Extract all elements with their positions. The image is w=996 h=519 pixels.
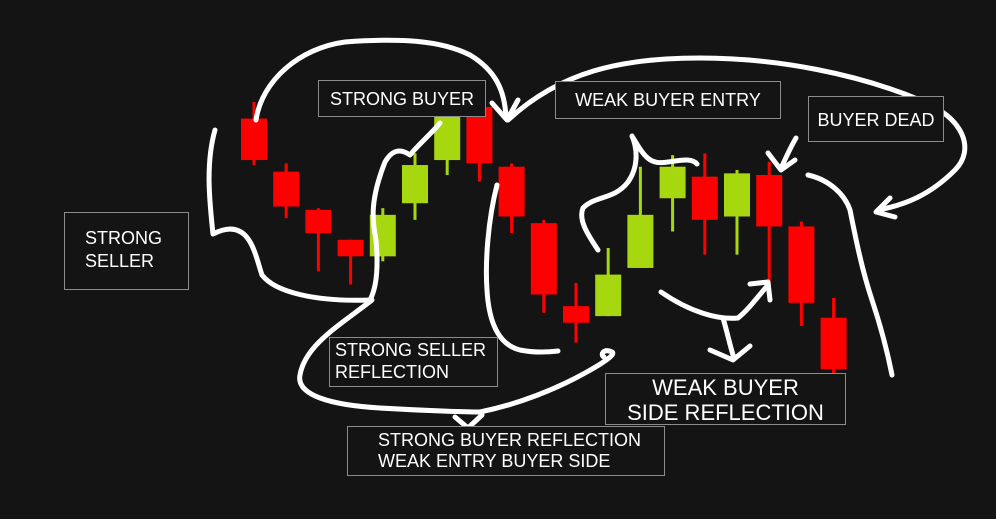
candle-body-11 <box>563 306 589 323</box>
candle-body-19 <box>820 317 847 370</box>
candle-body-4 <box>337 239 364 257</box>
strong-seller-reflection-curve <box>297 297 483 415</box>
buyer-dead-arrowhead <box>873 195 898 220</box>
weak-buyer-entry-arch <box>505 55 968 213</box>
candle-body-14 <box>659 166 686 199</box>
weak-side-reflection-down <box>720 315 737 361</box>
hand-drawn-annotations <box>206 37 968 431</box>
strong-buyer-label: STRONG BUYER <box>318 80 486 117</box>
candle-body-18 <box>788 226 815 303</box>
weak-buyer-entry-label: WEAK BUYER ENTRY <box>555 81 781 119</box>
lower-reflection-curve <box>477 348 616 415</box>
candle-body-9 <box>498 166 525 217</box>
weak-side-reflection-arrowhead-down <box>707 343 753 363</box>
buyer-dead-pointer <box>778 135 799 171</box>
weak-buyer-side-reflection-label: WEAK BUYER SIDE REFLECTION <box>605 373 846 425</box>
buyer-dead-label: BUYER DEAD <box>808 96 944 142</box>
candle-body-3 <box>305 209 332 234</box>
candle-body-13 <box>627 214 654 268</box>
candle-body-16 <box>724 173 750 217</box>
strong-seller-loop <box>206 120 443 303</box>
right-bracket <box>805 172 895 378</box>
strong-buyer-reflection-label: STRONG BUYER REFLECTION WEAK ENTRY BUYER… <box>347 426 665 476</box>
candle-body-12 <box>595 274 622 317</box>
middle-candle-loop <box>483 182 561 355</box>
weak-side-reflection-arrow <box>658 282 771 321</box>
buyer-dead-pointer-head <box>765 150 798 173</box>
candle-body-17 <box>756 175 783 227</box>
weak-entry-loop <box>579 133 700 253</box>
candle-body-1 <box>241 118 267 161</box>
strong-seller-label: STRONG SELLER <box>64 212 189 290</box>
candle-body-2 <box>273 171 300 207</box>
strong-buyer-arch <box>253 37 509 123</box>
candle-body-15 <box>691 176 718 220</box>
weak-side-reflection-arrowhead-right <box>747 279 773 303</box>
candle-body-10 <box>530 223 557 295</box>
strong-seller-reflection-label: STRONG SELLER REFLECTION <box>329 337 498 387</box>
candle-body-6 <box>402 165 428 204</box>
